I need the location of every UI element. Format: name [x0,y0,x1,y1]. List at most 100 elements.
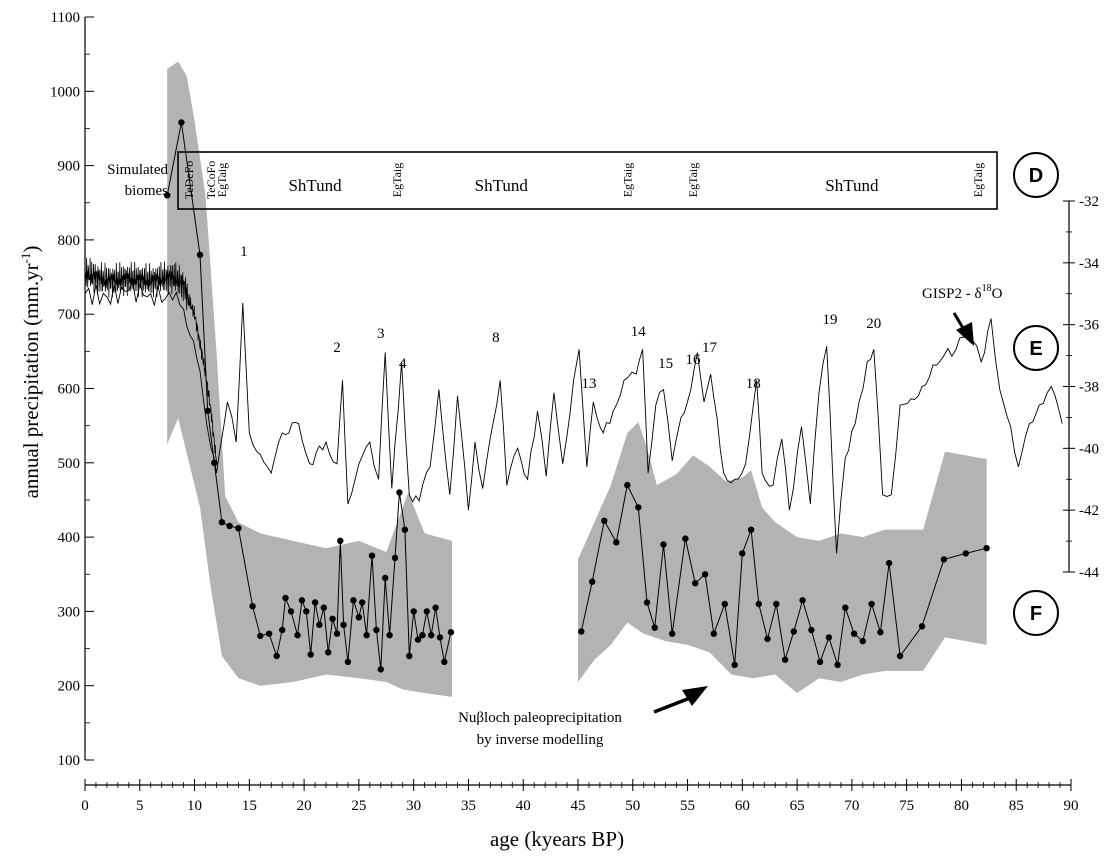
precip-point [265,630,273,637]
precip-point [401,526,409,533]
precip-point [382,574,389,582]
precip-point [447,629,455,636]
precip-point [414,636,422,643]
biome-label: EgTaig [390,163,404,197]
x-tick-label: 90 [1064,798,1079,814]
y-right-tick-label: -36 [1079,318,1099,334]
precip-point [710,630,717,637]
precip-point [764,635,771,643]
precip-point [350,597,357,604]
precip-point [983,545,990,552]
nussloch-arrow-head [682,686,708,706]
precip-point [428,632,435,639]
precip-point [235,525,242,532]
panel-marker-d [1013,152,1059,198]
precip-point [344,658,352,666]
event-label: 20 [866,316,881,332]
precip-point [396,489,403,496]
precip-point [731,661,738,669]
x-tick-label: 50 [625,798,640,814]
precip-point [391,554,399,562]
precip-point [311,599,319,606]
precip-point [682,535,689,542]
precip-point [790,628,797,635]
precip-point [279,626,286,634]
precip-point [249,603,256,610]
y-tick-label: 100 [58,753,81,769]
precip-point [329,615,336,622]
precip-point [386,632,393,639]
precip-point [701,571,709,578]
panel-markers-group: D E F [1013,152,1059,636]
x-tick-label: 30 [406,798,421,814]
axes-group: 100 200 300 400 500 600 700 800 900 1000 1100 0 5 10 1… [18,10,1099,851]
precip-point [282,594,289,602]
precip-point [204,407,211,414]
biome-label: EgTaig [215,163,229,197]
precip-point [613,539,620,546]
uncertainty-band-1 [167,61,453,697]
precip-point [298,597,306,604]
precip-point [196,251,204,258]
precip-point [178,119,185,126]
precip-point [896,652,904,660]
smoothed-curve-group [84,257,217,463]
biome-label: EgTaig [620,163,634,197]
precip-point [441,658,448,666]
precip-point [359,599,366,606]
x-tick-label: 60 [735,798,750,814]
precip-point [799,597,806,604]
event-label: 19 [822,312,837,328]
precip-point [660,541,667,548]
event-label: 3 [377,326,385,342]
precip-point [816,658,824,666]
precip-point [333,630,341,637]
y-tick-label: 300 [58,604,81,620]
event-label: 1 [240,244,248,260]
y-tick-label: 600 [58,382,81,398]
gisp2-line [84,279,1063,554]
precip-point [635,504,642,511]
y-tick-label: 200 [58,679,81,695]
event-label: 8 [492,330,500,346]
biome-label: ShTund [475,176,529,195]
x-tick-label: 20 [297,798,312,814]
y-tick-label: 800 [58,233,81,249]
y-tick-label: 1100 [51,10,80,26]
y-axis-title: annual precipitation (mm.yr-1) [18,246,43,499]
biomes-label-line1: Simulated [107,162,168,178]
panel-marker-f-label: F [1030,603,1042,625]
precip-point [669,630,676,637]
x-tick-label: 70 [844,798,859,814]
gisp2-curve-group [84,279,1063,554]
precip-point [578,628,585,635]
event-label: 13 [581,376,596,392]
x-tick-label: 55 [680,798,695,814]
y-tick-label: 500 [58,456,81,472]
y-tick-label: 400 [58,530,81,546]
y-tick-label: 700 [58,307,81,323]
precip-point [755,600,762,608]
nussloch-annotation-line2: by inverse modelling [477,732,604,748]
biome-label: EgTaig [686,163,700,197]
precip-point [287,608,295,615]
precip-point [325,649,332,656]
y-right-tick-label: -34 [1079,256,1099,272]
x-tick-label: 15 [242,798,257,814]
panel-marker-e-label: E [1029,338,1042,360]
x-tick-label: 5 [136,798,144,814]
precip-point [211,459,218,466]
x-tick-label: 80 [954,798,969,814]
precip-point [589,578,596,585]
precip-point [368,552,376,559]
precip-point [877,629,884,636]
precip-point [316,621,323,628]
x-tick-label: 75 [899,798,914,814]
precip-point [773,600,780,608]
precip-point [834,661,841,669]
y-right-tick-label: -38 [1079,380,1099,396]
precip-point [355,614,363,621]
